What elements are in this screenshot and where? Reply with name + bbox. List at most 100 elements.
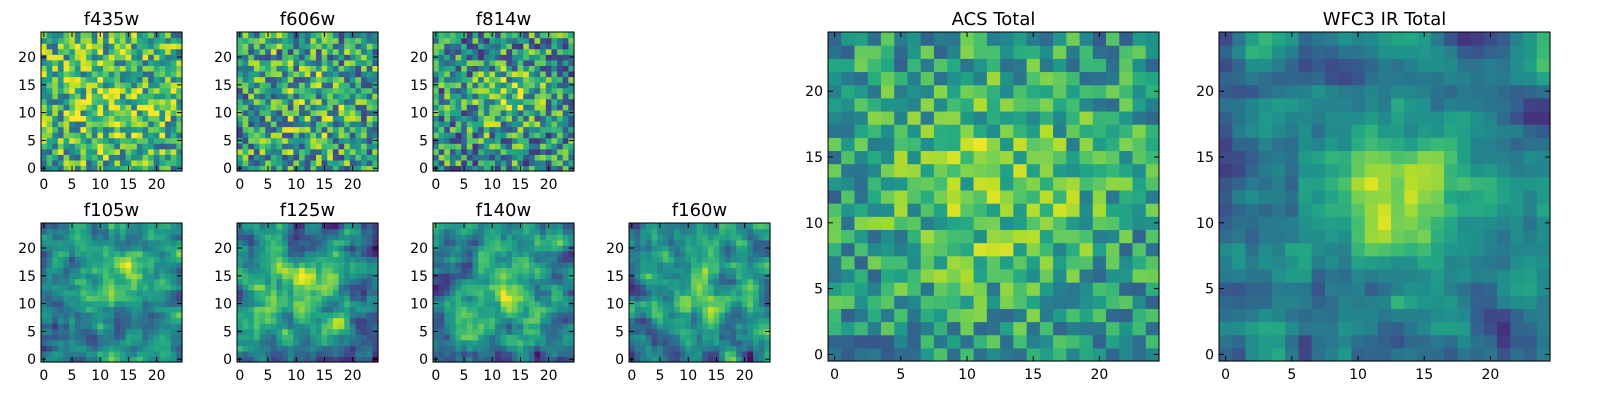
heatmap-cell [841,242,856,257]
heatmap-cell [466,132,474,139]
heatmap-cell [97,59,104,66]
heatmap-cell [287,323,294,330]
heatmap-cell [472,245,479,252]
heatmap-cell [372,32,379,39]
heatmap-cell [629,228,636,235]
heatmap-cell [557,120,564,128]
heatmap-cell [108,323,115,330]
heatmap-cell [568,159,575,167]
heatmap-cell [321,137,328,144]
x-tick-label: 5 [656,368,665,384]
heatmap-cell [282,154,289,161]
heatmap-cell [63,267,70,274]
heatmap-cell [80,37,87,44]
heatmap-cell [449,278,457,285]
y-tick-label: 0 [419,352,428,368]
heatmap-cell [332,143,340,150]
heatmap-cell [344,328,351,335]
heatmap-cell [545,93,553,100]
heatmap-cell [248,76,255,83]
heatmap-cell [372,70,379,78]
heatmap-cell [461,345,468,352]
heatmap-cell [63,345,70,352]
heatmap-cell [960,203,975,217]
heatmap-cell [500,143,507,150]
heatmap-cell [461,87,468,94]
heatmap-cell [645,267,653,274]
heatmap-cell [248,306,255,313]
heatmap-cell [551,256,558,263]
heatmap-cell [310,345,317,352]
heatmap-cell [466,126,474,133]
heatmap-cell [86,295,93,302]
heatmap-cell [662,245,670,252]
heatmap-cell [315,48,323,55]
heatmap-cell [299,261,306,269]
heatmap-cell [730,328,737,335]
heatmap-cell [466,339,474,346]
heatmap-cell [242,228,249,235]
heatmap-cell [557,228,564,235]
heatmap-cell [449,356,457,363]
heatmap-cell [1013,334,1028,349]
heatmap-cell [495,239,502,246]
heatmap-cell [293,328,300,335]
heatmap-cell [461,311,468,319]
heatmap-cell [679,250,686,257]
heatmap-cell [741,273,749,280]
heatmap-cell [444,137,451,144]
heatmap-cell [702,295,709,302]
heatmap-cell [293,43,300,50]
heatmap-cell [528,350,536,358]
heatmap-cell [478,250,485,257]
heatmap-cell [1066,189,1081,204]
heatmap-cell [489,37,496,44]
heatmap-cell [265,234,272,241]
heatmap-cell [41,154,48,161]
heatmap-cell [327,132,334,139]
heatmap-cell [242,328,249,335]
heatmap-cell [108,234,115,241]
heatmap-cell [1066,268,1081,283]
heatmap-cell [119,54,127,61]
heatmap-cell [69,98,76,105]
heatmap-cell [511,278,519,285]
heatmap-cell [265,328,272,335]
heatmap-cell [433,284,440,291]
heatmap-cell [91,273,98,280]
heatmap-cell [142,159,149,167]
heatmap-cell [523,148,530,155]
heatmap-cell [483,115,490,122]
heatmap-cell [1119,295,1134,309]
heatmap-cell [645,323,653,330]
heatmap-cell [1145,242,1160,257]
heatmap-cell [338,273,345,280]
heatmap-cell [478,228,485,235]
heatmap-cell [551,339,558,346]
heatmap-cell [327,98,334,105]
heatmap-cell [753,245,760,252]
heatmap-cell [253,93,261,100]
heatmap-cell [349,250,357,257]
heatmap-cell [86,82,93,89]
heatmap-cell [568,228,575,235]
heatmap-cell [545,43,553,50]
heatmap-cell [506,234,513,241]
heatmap-cell [97,98,104,105]
heatmap-cell [170,120,177,128]
heatmap-cell [148,323,155,330]
heatmap-cell [41,261,48,269]
heatmap-cell [523,120,530,128]
heatmap-cell [321,278,328,285]
heatmap-cell [315,65,323,72]
heatmap-cell [253,137,261,144]
heatmap-cell [159,126,166,133]
heatmap-cell [1066,242,1081,257]
heatmap-cell [349,70,357,78]
heatmap-cell [282,76,289,83]
heatmap-cell [517,267,524,274]
heatmap-cell [568,70,575,78]
heatmap-cell [361,289,368,296]
heatmap-cell [287,223,294,230]
heatmap-cell [702,350,709,358]
